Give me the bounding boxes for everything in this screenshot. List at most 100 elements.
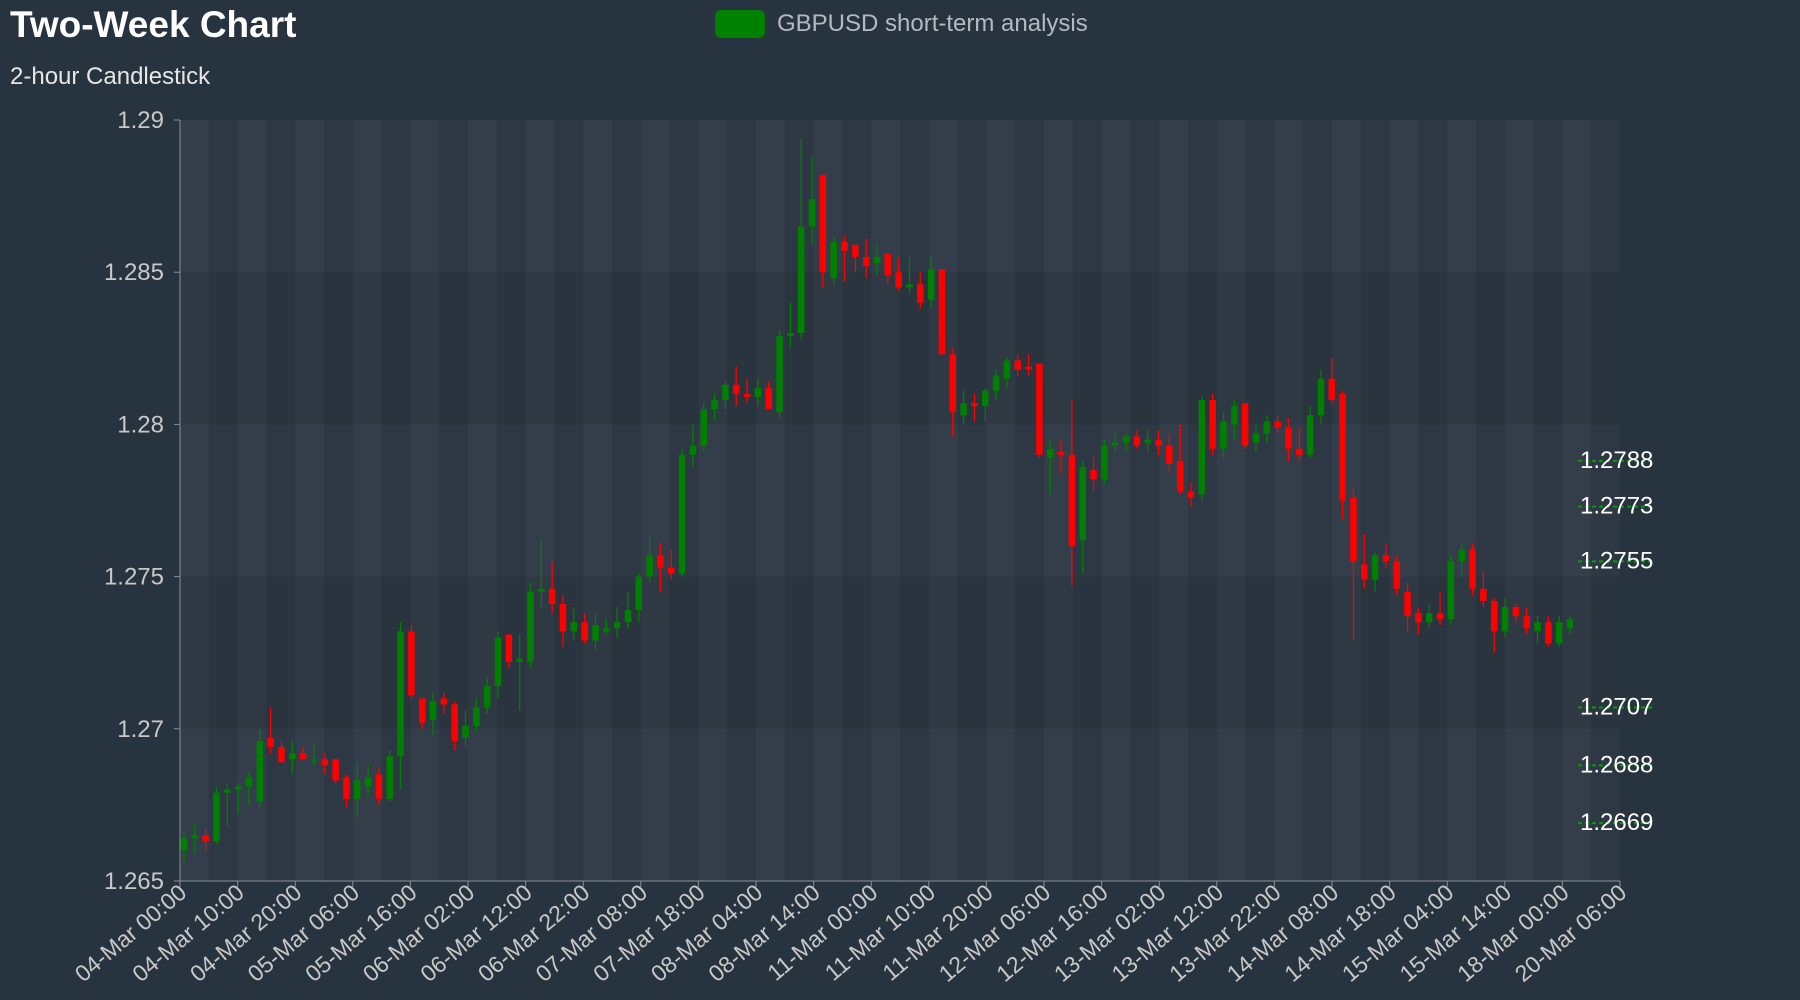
candle-body xyxy=(299,753,307,760)
candle xyxy=(1176,424,1184,495)
candle-body xyxy=(440,698,448,705)
chart-title: Two-Week Chart xyxy=(10,4,297,45)
candle xyxy=(505,634,513,668)
candle-body xyxy=(1480,588,1487,601)
candle-body xyxy=(678,454,686,574)
candle-body xyxy=(808,199,816,227)
y-axis-ticks: 1.29 1.285 1.28 1.275 1.27 1.265 xyxy=(104,107,180,895)
candle xyxy=(1545,616,1552,647)
candle xyxy=(657,543,664,592)
candle-body xyxy=(971,403,978,407)
candle xyxy=(689,424,697,468)
candle-body xyxy=(289,753,296,760)
candle xyxy=(1187,482,1195,507)
plot-stripe xyxy=(1101,120,1131,881)
candle xyxy=(1068,400,1076,586)
candle xyxy=(635,573,643,623)
candle-body xyxy=(1090,470,1097,480)
candle xyxy=(1382,543,1390,568)
candle-body xyxy=(278,747,285,763)
candle xyxy=(483,677,491,714)
candle xyxy=(884,253,892,285)
candle-body xyxy=(462,725,469,738)
legend[interactable]: GBPUSD short-term analysis xyxy=(715,10,1088,38)
candle xyxy=(776,330,783,419)
candle xyxy=(841,235,848,282)
candle-body xyxy=(364,777,372,787)
candle xyxy=(245,771,253,805)
level-label: 1.2688 xyxy=(1580,751,1653,778)
candle-body xyxy=(1447,561,1455,620)
plot-stripe xyxy=(640,120,670,881)
plot-background xyxy=(180,120,1620,881)
candle xyxy=(375,768,383,805)
candle-body xyxy=(1252,433,1260,443)
candle xyxy=(743,378,751,404)
candle xyxy=(1166,433,1173,474)
candle xyxy=(234,783,242,815)
plot-stripe xyxy=(1562,120,1592,881)
plot-stripe xyxy=(1159,120,1188,881)
candle xyxy=(1014,354,1022,376)
candle xyxy=(906,256,913,294)
candle xyxy=(927,256,935,309)
legend-swatch xyxy=(715,10,765,38)
candle-body xyxy=(927,269,935,300)
candle-body xyxy=(624,610,632,623)
plot-band xyxy=(180,576,1620,729)
level-label: 1.2773 xyxy=(1580,493,1653,520)
candle xyxy=(180,832,188,863)
candle xyxy=(722,381,729,410)
candle xyxy=(581,613,588,644)
candle xyxy=(1490,597,1498,653)
candle xyxy=(1447,555,1455,626)
candle-body xyxy=(1328,378,1336,401)
candle-body xyxy=(852,244,859,257)
candle-body xyxy=(754,387,762,398)
candle-body xyxy=(1198,400,1206,495)
candle-body xyxy=(1220,421,1227,449)
candle xyxy=(1241,403,1249,449)
candle-body xyxy=(960,403,967,416)
candle xyxy=(224,783,231,827)
candle xyxy=(1361,533,1368,589)
candle xyxy=(1296,427,1303,461)
candle-body xyxy=(310,759,318,761)
candle xyxy=(1350,488,1357,641)
candle xyxy=(1458,543,1465,577)
candle-body xyxy=(256,740,264,802)
candle-body xyxy=(1036,363,1043,455)
candle xyxy=(516,634,523,711)
candle xyxy=(830,235,837,285)
candle-body xyxy=(1155,439,1162,446)
candle xyxy=(1425,603,1433,629)
plot-stripe xyxy=(698,120,728,881)
level-label: 1.2788 xyxy=(1580,447,1653,474)
candle-body xyxy=(321,759,329,766)
candle xyxy=(527,582,534,668)
candle xyxy=(418,698,426,729)
candle-body xyxy=(1166,445,1173,464)
candle xyxy=(354,762,361,818)
candle xyxy=(852,244,859,273)
candle-body xyxy=(397,631,404,757)
candle-body xyxy=(1566,619,1574,629)
plot-stripe xyxy=(525,120,555,881)
candle-body xyxy=(776,336,783,413)
candle xyxy=(982,387,989,422)
candle-body xyxy=(722,384,729,401)
candle xyxy=(1393,555,1400,595)
candle xyxy=(1339,390,1346,519)
candle xyxy=(548,561,556,614)
candle xyxy=(343,774,350,808)
candle xyxy=(310,744,318,766)
candle xyxy=(256,728,264,808)
candle xyxy=(613,607,621,638)
candle xyxy=(1111,433,1119,452)
candle xyxy=(917,272,924,309)
candle-body xyxy=(906,284,913,288)
candle-body xyxy=(1458,549,1465,562)
candle-body xyxy=(581,622,588,641)
candle-body xyxy=(1187,491,1195,498)
